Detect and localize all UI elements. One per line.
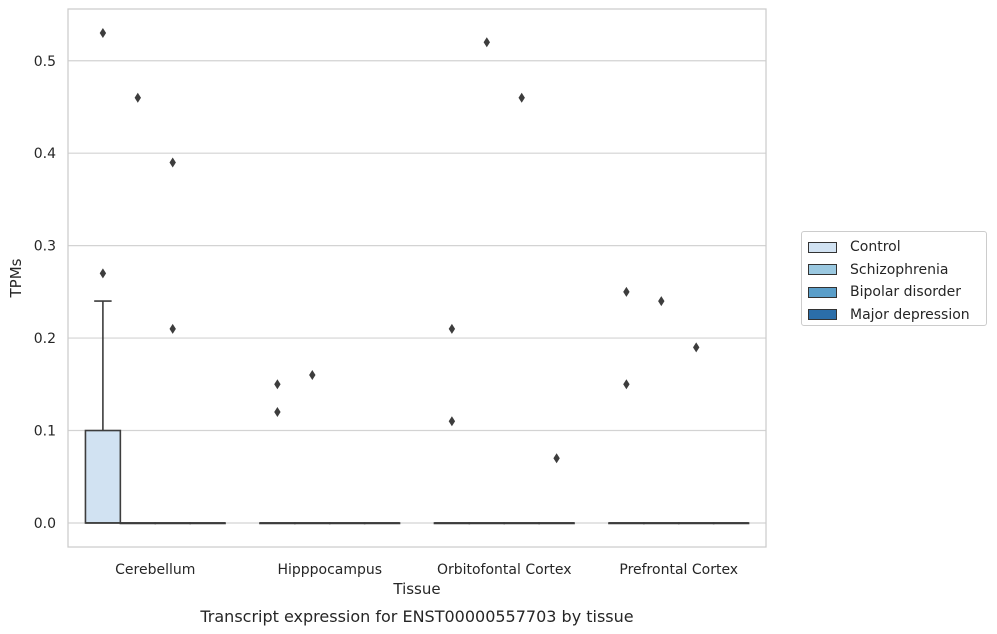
outlier-point [274, 407, 281, 418]
box-major-depression [189, 522, 226, 525]
box-schizophrenia [643, 296, 680, 525]
y-tick-label: 0.1 [34, 424, 56, 440]
box-major-depression [363, 522, 401, 525]
x-tick-label: Cerebellum [115, 562, 195, 578]
box-bipolar-disorder [503, 92, 540, 525]
box-major-depression [712, 522, 750, 525]
box-plot-marks [84, 28, 750, 525]
y-tick-label: 0.0 [34, 516, 56, 532]
box-control [259, 379, 296, 525]
outlier-point [623, 379, 630, 390]
outlier-point [623, 286, 630, 297]
outlier-point [693, 342, 700, 353]
box-body [84, 429, 122, 524]
y-tick-label: 0.4 [34, 146, 56, 162]
outlier-point [658, 296, 665, 307]
y-tick-label: 0.5 [34, 54, 56, 70]
legend: Control Schizophrenia Bipolar disorder Majo… [801, 231, 987, 326]
legend-label: Bipolar disorder [850, 284, 962, 301]
axis-tick-labels: 0.0 0.1 0.2 0.3 0.4 0.5 Cerebellum Hipppocampus… [34, 54, 738, 578]
box-control [433, 323, 471, 525]
outlier-point [553, 453, 560, 464]
legend-item: Schizophrenia [808, 259, 986, 282]
outlier-point [99, 268, 107, 279]
box-major-depression [538, 453, 575, 525]
outlier-point [134, 92, 141, 103]
x-tick-label: Prefrontal Cortex [619, 562, 738, 578]
outlier-point [169, 323, 176, 334]
legend-item: Control [808, 236, 986, 259]
outlier-point [448, 416, 456, 427]
legend-label: Major depression [850, 306, 970, 323]
y-gridlines [68, 60, 766, 524]
y-tick-label: 0.3 [34, 239, 56, 255]
outlier-point [169, 157, 176, 168]
outlier-point [274, 379, 281, 390]
chart-title: Transcript expression for ENST0000055770… [199, 607, 633, 626]
outlier-point [483, 37, 490, 48]
x-axis-label: Tissue [392, 580, 440, 598]
box-bipolar-disorder [677, 342, 715, 525]
box-control [608, 286, 645, 525]
legend-swatch [808, 264, 837, 276]
box-schizophrenia [294, 370, 331, 525]
box-schizophrenia [119, 92, 157, 525]
y-axis-label: TPMs [7, 258, 25, 298]
legend-item: Bipolar disorder [808, 281, 986, 304]
x-tick-label: Hipppocampus [277, 562, 382, 578]
legend-swatch [808, 241, 837, 253]
legend-label: Schizophrenia [850, 261, 949, 278]
legend-item: Major depression [808, 304, 986, 327]
outlier-point [518, 92, 525, 103]
outlier-point [99, 28, 107, 39]
x-tick-label: Orbitofontal Cortex [437, 562, 572, 578]
outlier-point [448, 323, 456, 334]
y-tick-label: 0.2 [34, 331, 56, 347]
box-bipolar-disorder [154, 157, 191, 525]
outlier-point [309, 370, 316, 381]
legend-label: Control [850, 239, 901, 256]
box-bipolar-disorder [328, 522, 366, 525]
plot-frame [67, 8, 767, 548]
legend-swatch [808, 286, 837, 298]
box-schizophrenia [468, 37, 506, 525]
legend-swatch [808, 309, 837, 321]
box-control [84, 28, 122, 524]
